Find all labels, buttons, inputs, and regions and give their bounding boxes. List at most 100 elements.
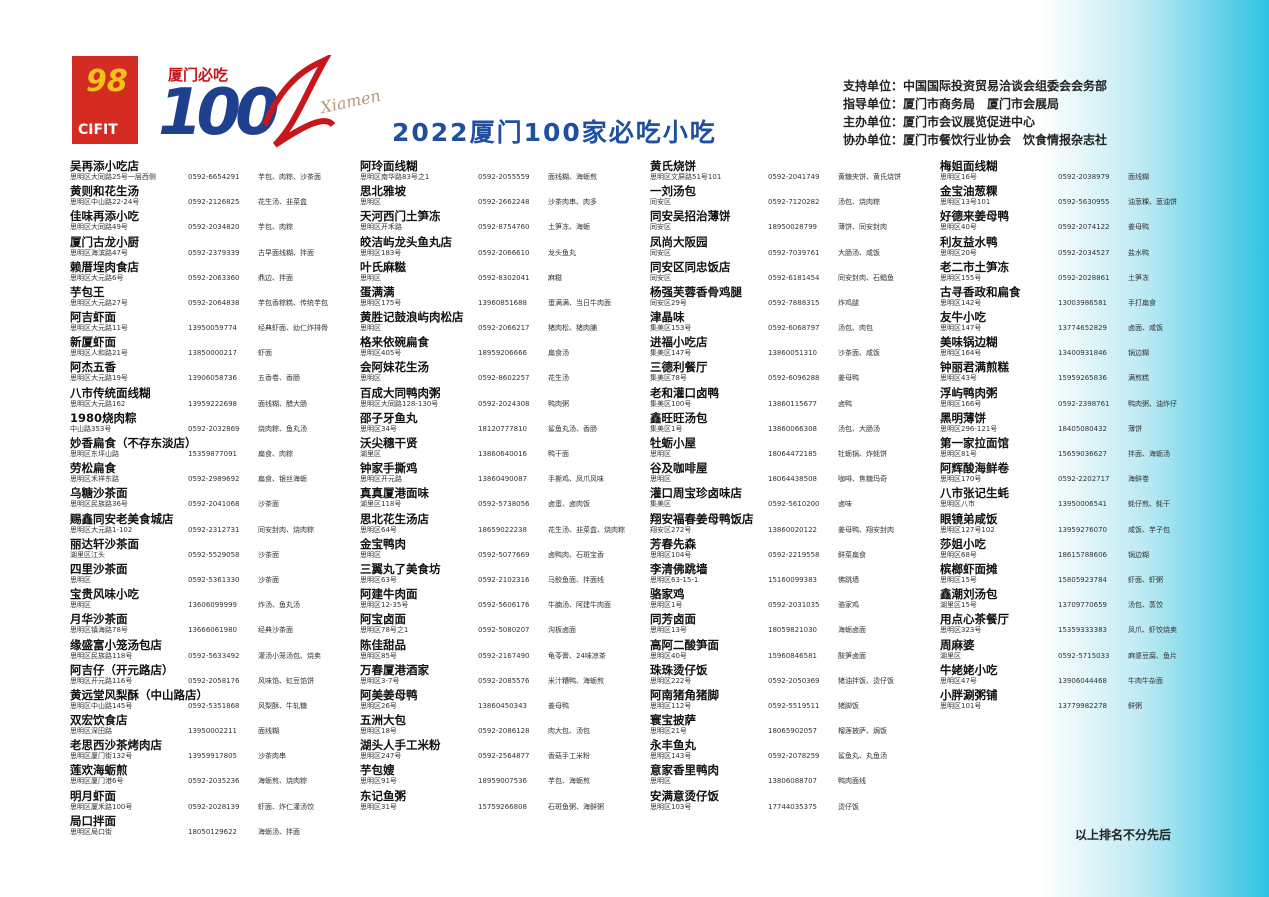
shop-name: 牛姥姥小吃 <box>940 662 998 677</box>
shop-detail: 思明区101号 13779982278 鲜粥 <box>940 702 1220 711</box>
dishes: 鸭肉面线 <box>838 777 866 786</box>
shop-detail: 思明区222号 0592-2050369 猪油拌饭、烫仔饭 <box>650 677 930 686</box>
shop-detail: 湖里区15号 13709770659 汤包、蒸饺 <box>940 601 1220 610</box>
dishes: 芋包、肉粽、沙茶面 <box>258 173 321 181</box>
unit-value: 厦门市餐饮行业协会 饮食情报杂志社 <box>903 133 1108 147</box>
address: 思明区247号 <box>360 752 402 761</box>
address: 思明区 <box>70 575 91 584</box>
address: 思明区 <box>650 450 671 459</box>
shop-detail: 思明区40号 15960846581 酸笋卤面 <box>650 652 930 661</box>
phone: 0592-2024308 <box>478 399 530 408</box>
entry: 金宝鸭肉 思明区 0592-5077669 卤鸭肉、石斑宝香 <box>360 537 640 560</box>
entry: 新厦虾面 思明区人和路21号 13850000217 虾面 <box>70 336 350 358</box>
phone: 13806088707 <box>768 777 817 786</box>
address: 思明区20号 <box>940 248 977 257</box>
cifit-logo: 98 CIFIT <box>72 56 138 144</box>
unit-label: 协办单位： <box>843 133 904 147</box>
phone: 13860020122 <box>768 525 817 534</box>
dishes: 沙茶面 <box>258 500 279 509</box>
shop-detail: 思明区大元路6号 0592-2063360 鼎边、拌面 <box>70 274 350 283</box>
address: 思明区143号 <box>650 752 692 761</box>
dishes: 米汁糟鸭、海蛎煎 <box>548 676 604 685</box>
address: 同安区 <box>650 198 671 207</box>
address: 思明区开元路 <box>360 475 402 484</box>
dishes: 卤味 <box>838 500 852 509</box>
dishes: 麻婆豆腐、鱼片 <box>1128 651 1177 660</box>
phone: 13959917805 <box>188 752 237 761</box>
entry: 同芳卤面 思明区13号 18059821030 海蛎卤面 <box>650 613 930 635</box>
entry: 用点心茶餐厅 思明区323号 15359333383 凤爪、虾饺烧卖 <box>940 613 1220 635</box>
dishes: 汤包、烧肉粽 <box>838 198 880 207</box>
shop-name: 赖厝埕肉食店 <box>70 259 139 274</box>
entry: 三德利餐厅 集美区78号 0592-6096288 姜母鸭 <box>650 361 930 383</box>
address: 思明区民族路36号 <box>70 500 128 509</box>
shop-name: 东记鱼粥 <box>360 788 406 803</box>
address: 思明区13号 <box>650 626 687 635</box>
dishes: 沙茶面 <box>258 575 279 584</box>
shop-name: 莎姐小吃 <box>940 536 986 551</box>
phone: 0592-7039761 <box>768 248 820 257</box>
dishes: 薄饼、同安封肉 <box>838 223 887 232</box>
dishes: 佛跳墙 <box>838 575 859 584</box>
shop-detail: 湖里区118号 0592-5738056 卤蛋、卤肉饭 <box>360 500 640 509</box>
shop-name: 皎洁屿龙头鱼丸店 <box>360 234 452 249</box>
phone: 0592-2564877 <box>478 752 530 761</box>
phone: 18959206666 <box>478 349 527 358</box>
phone: 13906044468 <box>1058 676 1107 685</box>
phone: 18059821030 <box>768 626 817 635</box>
entry: 格来依碗扁食 思明区405号 18959206666 扁食汤 <box>360 336 640 358</box>
dishes: 面线糊、醋大肠 <box>258 399 307 408</box>
phone: 0592-2312731 <box>188 525 240 534</box>
entry: 局口拌面 思明区局口街 18050129622 海蛎汤、拌面 <box>70 814 350 837</box>
dishes: 鲜粥 <box>1128 701 1142 710</box>
shop-name: 阿吉仔（开元路店） <box>70 662 174 677</box>
shop-name: 丽达轩沙茶面 <box>70 536 139 551</box>
entry: 眼镜弟咸饭 思明区127号102 13959276070 咸饭、芋子包 <box>940 512 1220 535</box>
shop-detail: 思明区 13806088707 鸭肉面线 <box>650 777 930 786</box>
address: 思明区镇海路78号 <box>70 626 128 635</box>
shop-detail: 集美区 0592-5610200 卤味 <box>650 500 930 509</box>
shop-detail: 湖里区 0592-5715033 麻婆豆腐、鱼片 <box>940 652 1220 661</box>
shop-detail: 思明区 0592-2066217 猪肉松、猪肉脯 <box>360 324 640 333</box>
shop-name: 赐鑫同安老美食城店 <box>70 511 174 526</box>
entry: 会阿妹花生汤 思明区 0592-8602257 花生汤 <box>360 361 640 383</box>
phone: 0592-5080207 <box>478 626 530 635</box>
dishes: 马鲛鱼面、拌面线 <box>548 575 604 584</box>
address: 思明区147号 <box>940 324 982 333</box>
phone: 15359333383 <box>1058 626 1107 635</box>
entry: 芳春先森 思明区104号 0592-2219558 鲜菜扁食 <box>650 537 930 560</box>
phone: 0592-6654291 <box>188 173 240 181</box>
shop-detail: 思明区镇海路78号 13666061980 经典沙茶面 <box>70 626 350 635</box>
phone: 0592-2662248 <box>478 198 530 207</box>
shop-detail: 思明区大同路25号一层西侧 0592-6654291 芋包、肉粽、沙茶面 <box>70 173 350 182</box>
phone: 0592-2202717 <box>1058 475 1110 484</box>
shop-detail: 思明区78号之1 0592-5080207 沟板卤面 <box>360 626 640 635</box>
address: 思明区104号 <box>650 550 692 559</box>
dishes: 风味馅、虹豆馅饼 <box>258 676 314 685</box>
dishes: 扁食、银丝海蛎 <box>258 475 307 484</box>
shop-detail: 思明区175号 13960851688 蛋满满、当日牛肉面 <box>360 299 640 308</box>
shop-name: 万春厦港酒家 <box>360 662 429 677</box>
dishes: 炸汤、鱼丸汤 <box>258 601 300 610</box>
shop-detail: 思明区13号 18059821030 海蛎卤面 <box>650 626 930 635</box>
address: 思明区开禾路 <box>360 223 402 232</box>
dishes: 大肠汤、咸饭 <box>838 248 880 257</box>
dishes: 鸭肉粥、油炸仔 <box>1128 399 1177 408</box>
shop-detail: 思明区34号 18120777810 鲨鱼丸汤、香肠 <box>360 425 640 434</box>
address: 思明区 <box>360 273 381 282</box>
entry: 黄则和花生汤 思明区中山路22-24号 0592-2126825 花生汤、韭菜盒 <box>70 185 350 207</box>
shop-name: 五洲大包 <box>360 713 406 728</box>
entry: 谷及咖啡屋 思明区 18064438508 咖啡、焦糖玛奇 <box>650 462 930 484</box>
address: 思明区大元路6号 <box>70 273 124 282</box>
phone: 13606099999 <box>188 601 237 610</box>
entry: 阿玲面线糊 思明区南华路83号之1 0592-2055559 面线糊、海蛎煎 <box>360 160 640 182</box>
dishes: 鲨鱼丸汤、香肠 <box>548 424 597 433</box>
entry: 杨强芙蓉香骨鸡腿 同安区29号 0592-7888315 炸鸡腿 <box>650 285 930 308</box>
address: 思明区海滨路47号 <box>70 248 128 257</box>
address: 思明区厦禾路100号 <box>70 802 133 811</box>
shop-name: 妙香扁食（不存东淡店） <box>70 436 197 451</box>
entry: 三翼丸了美食坊 思明区63号 0592-2102316 马鲛鱼面、拌面线 <box>360 562 640 585</box>
phone: 13959276070 <box>1058 525 1107 534</box>
unit-label: 主办单位： <box>843 115 904 129</box>
